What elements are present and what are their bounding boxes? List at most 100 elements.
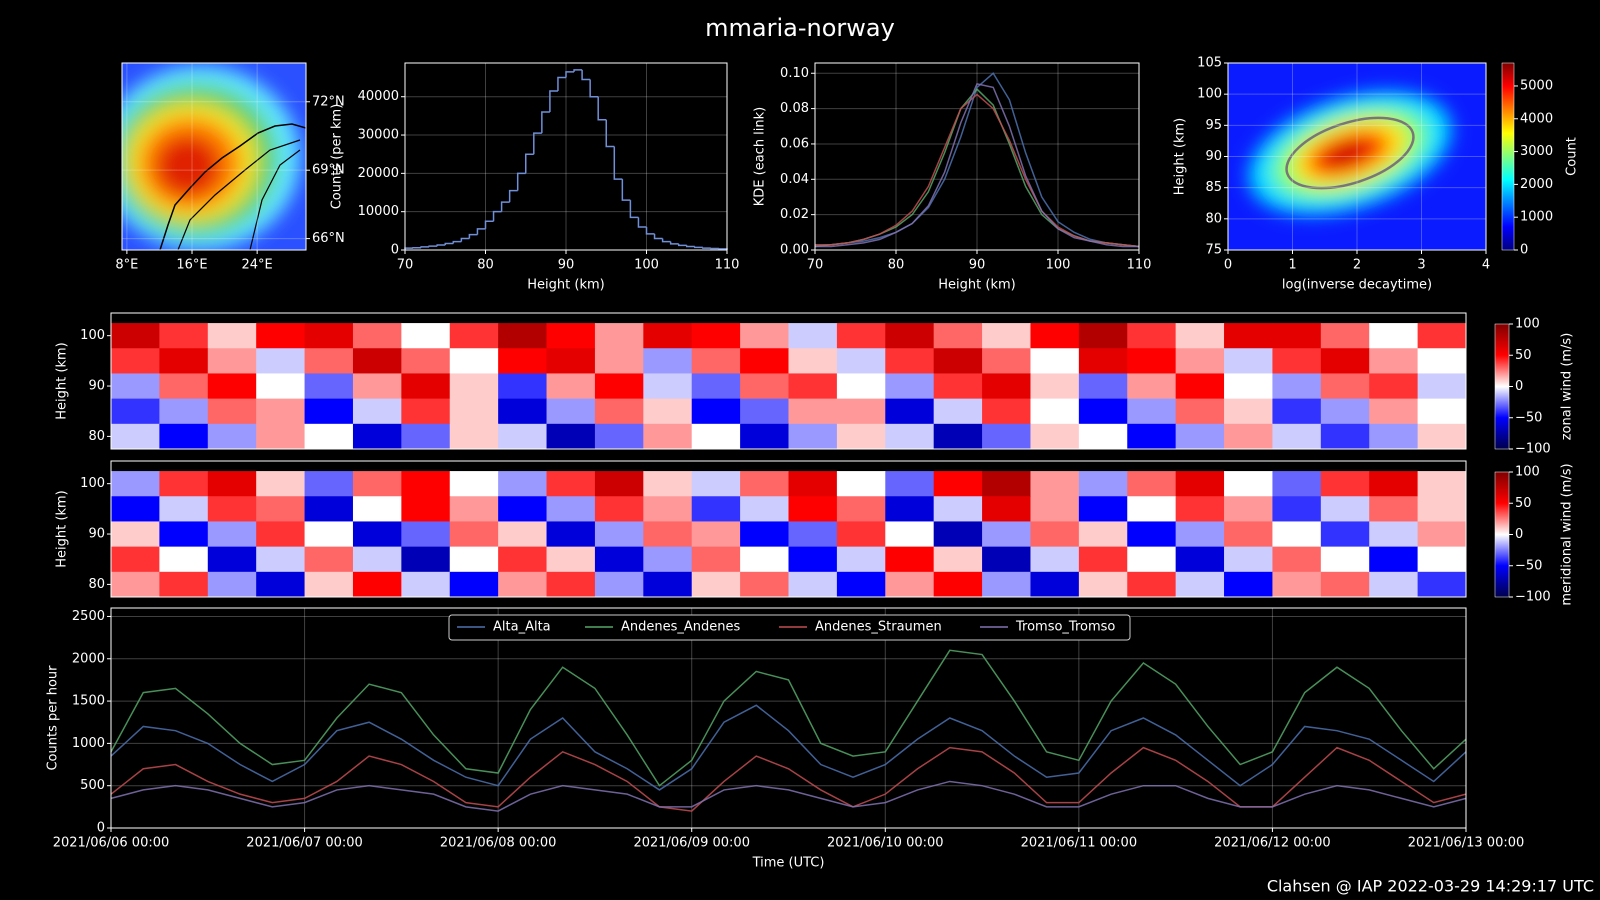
- heatmap-cell: [352, 571, 402, 598]
- heatmap-cell: [788, 398, 838, 425]
- heatmap-cell: [691, 571, 741, 598]
- heatmap-cell: [740, 571, 789, 598]
- heatmap-cell: [1417, 496, 1467, 522]
- x-axis-label: Height (km): [527, 278, 604, 293]
- heatmap-cell: [933, 398, 983, 425]
- y-tick-label: 100: [80, 476, 105, 491]
- colorbar: [1501, 62, 1515, 251]
- heatmap-cell: [449, 323, 499, 349]
- heatmap-cell: [159, 521, 209, 548]
- heatmap-cell: [1320, 423, 1370, 450]
- heatmap-cell: [836, 471, 886, 497]
- heatmap-cell: [594, 398, 644, 425]
- heatmap-cell: [1224, 348, 1273, 374]
- heatmap-cell: [1320, 546, 1370, 573]
- y-tick-label: 2000: [72, 651, 105, 666]
- series-line: [110, 704, 1467, 791]
- histogram-step: [516, 172, 526, 191]
- heatmap-cell: [836, 496, 886, 522]
- heatmap-cell: [449, 348, 499, 374]
- y-tick-label: 0: [391, 243, 399, 258]
- y-tick-label: 0.10: [780, 66, 809, 81]
- heatmap-cell: [352, 373, 402, 400]
- x-tick-label: 110: [715, 258, 740, 273]
- contour: [1285, 116, 1415, 190]
- heatmap-cell: [159, 571, 209, 598]
- x-tick-label: 2021/06/11 00:00: [1021, 836, 1138, 851]
- heatmap-cell: [207, 348, 257, 374]
- heatmap-cell: [1417, 471, 1467, 497]
- heatmap-cell: [836, 423, 886, 450]
- heatmap-cell: [691, 323, 741, 349]
- histogram-step: [661, 238, 671, 243]
- heatmap-cell: [111, 373, 160, 400]
- histogram-step: [452, 240, 462, 244]
- heatmap-cell: [933, 546, 983, 573]
- x-tick-label: 2021/06/07 00:00: [246, 836, 363, 851]
- x-tick-label: 100: [634, 258, 659, 273]
- heatmap-cell: [352, 323, 402, 349]
- heatmap-cell: [691, 496, 741, 522]
- heatmap-cell: [691, 373, 741, 400]
- heatmap-cell: [1127, 496, 1177, 522]
- histogram-step: [525, 153, 534, 174]
- figure-title: mmaria-norway: [705, 14, 895, 42]
- heatmap-cell: [1417, 348, 1467, 374]
- heatmap-cell: [691, 348, 741, 374]
- heatmap-cell: [1030, 546, 1080, 573]
- colorbar-tick-label: 3000: [1520, 144, 1553, 159]
- heatmap-cell: [352, 348, 402, 374]
- heatmap-cell: [207, 571, 257, 598]
- heatmap-cell: [788, 373, 838, 400]
- heatmap-cell: [498, 571, 548, 598]
- heatmap-cell: [546, 521, 596, 548]
- heatmap-cell: [1369, 471, 1419, 497]
- heatmap-cell: [546, 471, 596, 497]
- heatmap-cell: [691, 398, 741, 425]
- heatmap-cell: [1078, 571, 1128, 598]
- heatmap-cell: [256, 546, 306, 573]
- heatmap-cell: [1224, 521, 1273, 548]
- y-tick-label: 66°N: [312, 231, 345, 246]
- x-axis-label: log(inverse decaytime): [1282, 278, 1432, 293]
- histogram-step: [541, 111, 550, 134]
- heatmap-cell: [740, 348, 789, 374]
- heatmap-cell: [111, 471, 160, 497]
- heatmap-cell: [498, 546, 548, 573]
- map-density: [122, 66, 300, 250]
- heatmap-cell: [1175, 521, 1225, 548]
- heatmap-cell: [1078, 323, 1128, 349]
- heatmap-cell: [304, 496, 354, 522]
- heatmap-cell: [304, 423, 354, 450]
- heatmap-cell: [352, 471, 402, 497]
- histogram-step: [621, 179, 631, 201]
- series-line: [814, 72, 1140, 248]
- y-tick-label: 95: [1205, 118, 1222, 133]
- legend-label: Andenes_Andenes: [621, 620, 741, 635]
- heatmap-cell: [1127, 423, 1177, 450]
- heatmap-cell: [304, 546, 354, 573]
- heatmap-cell: [498, 471, 548, 497]
- heatmap-cell: [788, 496, 838, 522]
- heatmap-cell: [159, 398, 209, 425]
- heatmap-cell: [643, 496, 693, 522]
- heatmap-cell: [207, 423, 257, 450]
- heatmap-cell: [1127, 348, 1177, 374]
- heatmap-cell: [304, 571, 354, 598]
- histogram-step: [702, 247, 711, 249]
- heatmap-cell: [1417, 571, 1467, 598]
- heatmap-cell: [498, 348, 548, 374]
- heatmap-cell: [159, 496, 209, 522]
- heatmap-cell: [1369, 323, 1419, 349]
- x-tick-label: 2021/06/13 00:00: [1408, 836, 1525, 851]
- histogram-step: [565, 71, 575, 78]
- heatmap-cell: [352, 546, 402, 573]
- heatmap-cell: [1030, 571, 1080, 598]
- heatmap-cell: [885, 323, 935, 349]
- heatmap-cell: [498, 521, 548, 548]
- heatmap-cell: [304, 373, 354, 400]
- heatmap-cell: [788, 521, 838, 548]
- heatmap-cell: [594, 423, 644, 450]
- y-tick-label: 80: [88, 577, 105, 592]
- heatmap-cell: [1369, 521, 1419, 548]
